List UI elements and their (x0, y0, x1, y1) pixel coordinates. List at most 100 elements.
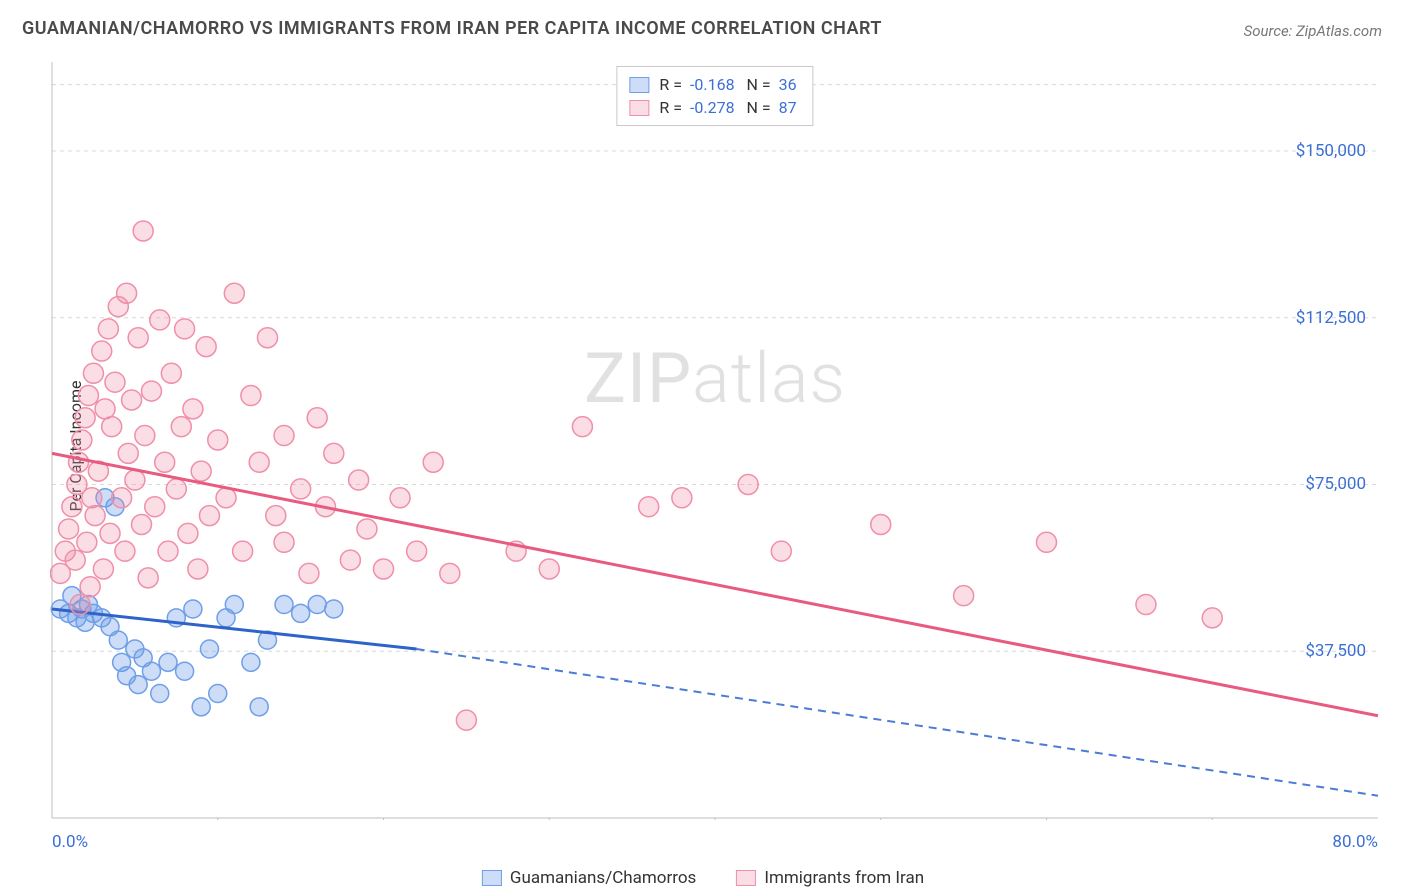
scatter-point (122, 390, 142, 410)
scatter-point (150, 310, 170, 330)
scatter-point (200, 640, 218, 658)
scatter-point (95, 399, 115, 419)
scatter-point (340, 550, 360, 570)
series-swatch (629, 100, 649, 116)
scatter-point (59, 519, 79, 539)
scatter-point (80, 577, 100, 597)
scatter-point (178, 523, 198, 543)
scatter-point (307, 408, 327, 428)
scatter-point (216, 488, 236, 508)
scatter-point (249, 452, 269, 472)
y-tick-label: $75,000 (1305, 474, 1366, 494)
scatter-point (102, 417, 122, 437)
scatter-point (118, 443, 138, 463)
correlation-stats-box: R = -0.168 N = 36 R = -0.278 N = 87 (616, 66, 813, 126)
scatter-point (275, 596, 293, 614)
y-tick-label: $150,000 (1296, 141, 1366, 161)
scatter-point (199, 506, 219, 526)
scatter-point (98, 319, 118, 339)
scatter-point (1202, 608, 1222, 628)
scatter-point (209, 684, 227, 702)
scatter-point (62, 497, 82, 517)
scatter-point (151, 684, 169, 702)
stats-row: R = -0.168 N = 36 (629, 73, 800, 96)
scatter-point (299, 563, 319, 583)
scatter-point (175, 319, 195, 339)
scatter-point (224, 283, 244, 303)
scatter-point (135, 426, 155, 446)
scatter-point (77, 532, 97, 552)
scatter-point (954, 586, 974, 606)
scatter-point (250, 698, 268, 716)
scatter-point (539, 559, 559, 579)
scatter-point (92, 341, 112, 361)
scatter-point (188, 559, 208, 579)
scatter-point (672, 488, 692, 508)
scatter-point (196, 337, 216, 357)
scatter-point (93, 559, 113, 579)
scatter-point (142, 662, 160, 680)
scatter-point (308, 596, 326, 614)
scatter-point (69, 452, 89, 472)
scatter-point (176, 662, 194, 680)
scatter-point (105, 372, 125, 392)
series-swatch (482, 870, 502, 886)
scatter-point (161, 363, 181, 383)
scatter-point (109, 631, 127, 649)
legend-item: Immigrants from Iran (736, 868, 924, 888)
scatter-point (138, 568, 158, 588)
scatter-point (85, 506, 105, 526)
scatter-point (324, 443, 344, 463)
stats-text: R = -0.168 N = 36 (659, 75, 800, 94)
scatter-point (407, 541, 427, 561)
scatter-point (208, 430, 228, 450)
scatter-point (225, 596, 243, 614)
scatter-point (1037, 532, 1057, 552)
scatter-point (191, 461, 211, 481)
scatter-point (1136, 595, 1156, 615)
series-swatch (629, 77, 649, 93)
scatter-point (155, 452, 175, 472)
scatter-point (82, 488, 102, 508)
series-swatch (736, 870, 756, 886)
legend-label: Immigrants from Iran (764, 868, 924, 888)
scatter-point (257, 328, 277, 348)
scatter-point (184, 600, 202, 618)
scatter-point (639, 497, 659, 517)
scatter-point (374, 559, 394, 579)
scatter-point (266, 506, 286, 526)
scatter-point (166, 479, 186, 499)
scatter-point (349, 470, 369, 490)
scatter-point (456, 710, 476, 730)
scatter-point (159, 653, 177, 671)
scatter-point (183, 399, 203, 419)
scatter-point (129, 676, 147, 694)
scatter-point (325, 600, 343, 618)
scatter-point (274, 532, 294, 552)
scatter-point (572, 417, 592, 437)
scatter-point (274, 426, 294, 446)
scatter-point (738, 474, 758, 494)
scatter-point (357, 519, 377, 539)
scatter-point (871, 514, 891, 534)
regression-line (52, 453, 1378, 715)
scatter-point (117, 283, 137, 303)
scatter-point (292, 604, 310, 622)
scatter-point (291, 479, 311, 499)
scatter-point (423, 452, 443, 472)
chart-svg (50, 60, 1380, 820)
scatter-point (133, 221, 153, 241)
scatter-point (241, 386, 261, 406)
scatter-point (75, 408, 95, 428)
chart-title: GUAMANIAN/CHAMORRO VS IMMIGRANTS FROM IR… (22, 18, 882, 39)
scatter-point (390, 488, 410, 508)
scatter-point (83, 363, 103, 383)
scatter-point (192, 698, 210, 716)
x-tick-label: 80.0% (1332, 832, 1378, 852)
scatter-point (65, 550, 85, 570)
legend-item: Guamanians/Chamorros (482, 868, 696, 888)
stats-text: R = -0.278 N = 87 (659, 98, 800, 117)
y-tick-label: $112,500 (1296, 308, 1366, 328)
scatter-point (128, 328, 148, 348)
scatter-point (242, 653, 260, 671)
